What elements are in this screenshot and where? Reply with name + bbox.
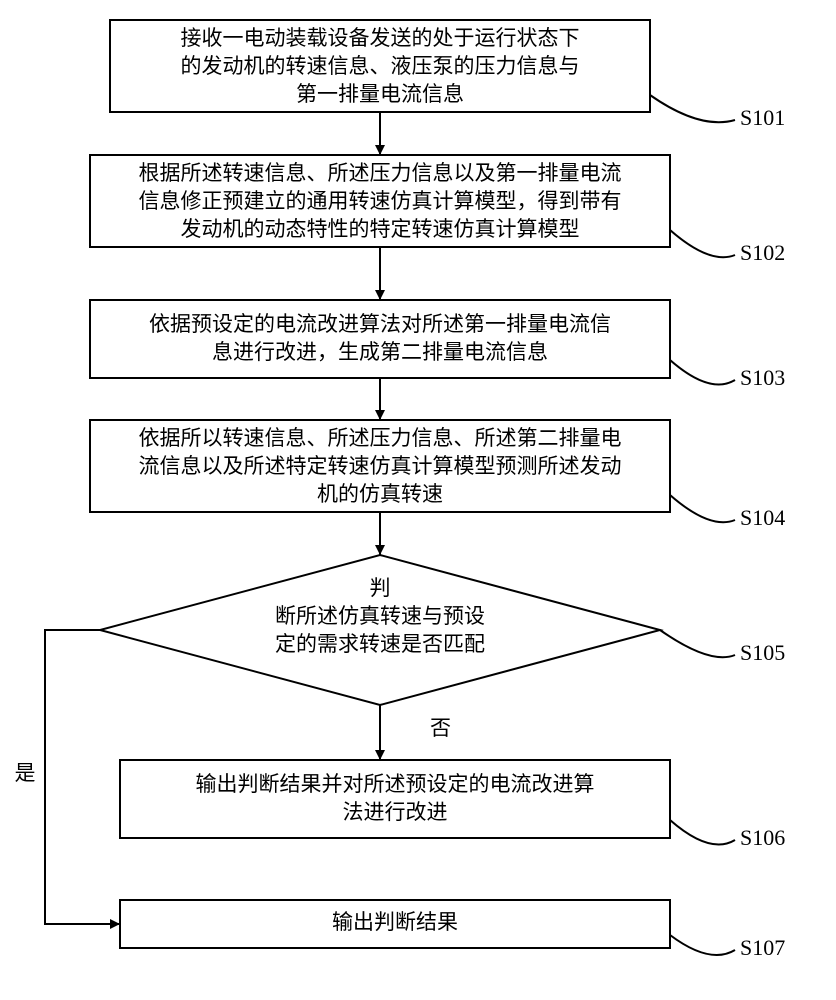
- s101-line2: 的发动机的转速信息、液压泵的压力信息与: [181, 54, 580, 78]
- leader-s104: [670, 495, 735, 522]
- svg-text:接收一电动装载设备发送的处于运行状态下: 接收一电动装载设备发送的处于运行状态下: [181, 26, 580, 50]
- svg-text:依据所以转速信息、所述压力信息、所述第二排量电: 依据所以转速信息、所述压力信息、所述第二排量电: [139, 426, 622, 450]
- leader-s105: [660, 630, 735, 657]
- svg-text:输出判断结果并对所述预设定的电流改进算: 输出判断结果并对所述预设定的电流改进算: [196, 772, 595, 796]
- leader-s107: [670, 935, 735, 955]
- edge-e6-label: 是: [15, 761, 36, 785]
- svg-text:断所述仿真转速与预设: 断所述仿真转速与预设: [275, 604, 485, 628]
- svg-text:息进行改进，生成第二排量电流信息: 息进行改进，生成第二排量电流信息: [212, 340, 548, 364]
- s105-line1: 判: [370, 576, 391, 600]
- svg-text:法进行改进: 法进行改进: [343, 800, 448, 824]
- svg-text:输出判断结果: 输出判断结果: [332, 910, 458, 934]
- s104-line3: 机的仿真转速: [317, 482, 443, 506]
- svg-text:发动机的动态特性的特定转速仿真计算模型: 发动机的动态特性的特定转速仿真计算模型: [181, 217, 580, 241]
- node-s105: 判 断所述仿真转速与预设 定的需求转速是否匹配: [100, 555, 660, 705]
- s106-line2: 法进行改进: [343, 800, 448, 824]
- edge-e5-label: 否: [430, 716, 451, 740]
- label-s101: S101: [740, 105, 785, 130]
- node-s101: 接收一电动装载设备发送的处于运行状态下 的发动机的转速信息、液压泵的压力信息与 …: [110, 20, 650, 112]
- s101-line1: 接收一电动装载设备发送的处于运行状态下: [181, 26, 580, 50]
- s104-line1: 依据所以转速信息、所述压力信息、所述第二排量电: [139, 426, 622, 450]
- s102-line3: 发动机的动态特性的特定转速仿真计算模型: [181, 217, 580, 241]
- s105-line2: 断所述仿真转速与预设: [275, 604, 485, 628]
- s106-line1: 输出判断结果并对所述预设定的电流改进算: [196, 772, 595, 796]
- svg-text:依据预设定的电流改进算法对所述第一排量电流信: 依据预设定的电流改进算法对所述第一排量电流信: [149, 312, 611, 336]
- svg-text:机的仿真转速: 机的仿真转速: [317, 482, 443, 506]
- svg-text:的发动机的转速信息、液压泵的压力信息与: 的发动机的转速信息、液压泵的压力信息与: [181, 54, 580, 78]
- s103-line1: 依据预设定的电流改进算法对所述第一排量电流信: [149, 312, 611, 336]
- s107-line1: 输出判断结果: [332, 910, 458, 934]
- svg-text:信息修正预建立的通用转速仿真计算模型，得到带有: 信息修正预建立的通用转速仿真计算模型，得到带有: [139, 189, 622, 213]
- edge-e6: [45, 630, 120, 924]
- node-s104: 依据所以转速信息、所述压力信息、所述第二排量电 流信息以及所述特定转速仿真计算模…: [90, 420, 670, 512]
- s105-line3: 定的需求转速是否匹配: [275, 632, 485, 656]
- svg-text:定的需求转速是否匹配: 定的需求转速是否匹配: [275, 632, 485, 656]
- label-s102: S102: [740, 240, 785, 265]
- label-s103: S103: [740, 365, 785, 390]
- leader-s102: [670, 230, 735, 257]
- leader-s103: [670, 360, 735, 385]
- s104-line2: 流信息以及所述特定转速仿真计算模型预测所述发动: [139, 454, 622, 478]
- label-s105: S105: [740, 640, 785, 665]
- label-s107: S107: [740, 935, 785, 960]
- svg-text:根据所述转速信息、所述压力信息以及第一排量电流: 根据所述转速信息、所述压力信息以及第一排量电流: [139, 161, 622, 185]
- s101-line3: 第一排量电流信息: [296, 82, 464, 106]
- node-s106: 输出判断结果并对所述预设定的电流改进算 法进行改进: [120, 760, 670, 838]
- node-s107: 输出判断结果: [120, 900, 670, 948]
- s102-line1: 根据所述转速信息、所述压力信息以及第一排量电流: [139, 161, 622, 185]
- s102-line2: 信息修正预建立的通用转速仿真计算模型，得到带有: [139, 189, 622, 213]
- label-s106: S106: [740, 825, 785, 850]
- leader-s106: [670, 820, 735, 845]
- s103-line2: 息进行改进，生成第二排量电流信息: [212, 340, 548, 364]
- svg-text:流信息以及所述特定转速仿真计算模型预测所述发动: 流信息以及所述特定转速仿真计算模型预测所述发动: [139, 454, 622, 478]
- label-s104: S104: [740, 505, 785, 530]
- leader-s101: [650, 95, 735, 122]
- svg-text:判: 判: [370, 576, 391, 600]
- flowchart: 接收一电动装载设备发送的处于运行状态下 的发动机的转速信息、液压泵的压力信息与 …: [0, 0, 836, 1000]
- node-s103: 依据预设定的电流改进算法对所述第一排量电流信 息进行改进，生成第二排量电流信息: [90, 300, 670, 378]
- svg-text:第一排量电流信息: 第一排量电流信息: [296, 82, 464, 106]
- node-s102: 根据所述转速信息、所述压力信息以及第一排量电流 信息修正预建立的通用转速仿真计算…: [90, 155, 670, 247]
